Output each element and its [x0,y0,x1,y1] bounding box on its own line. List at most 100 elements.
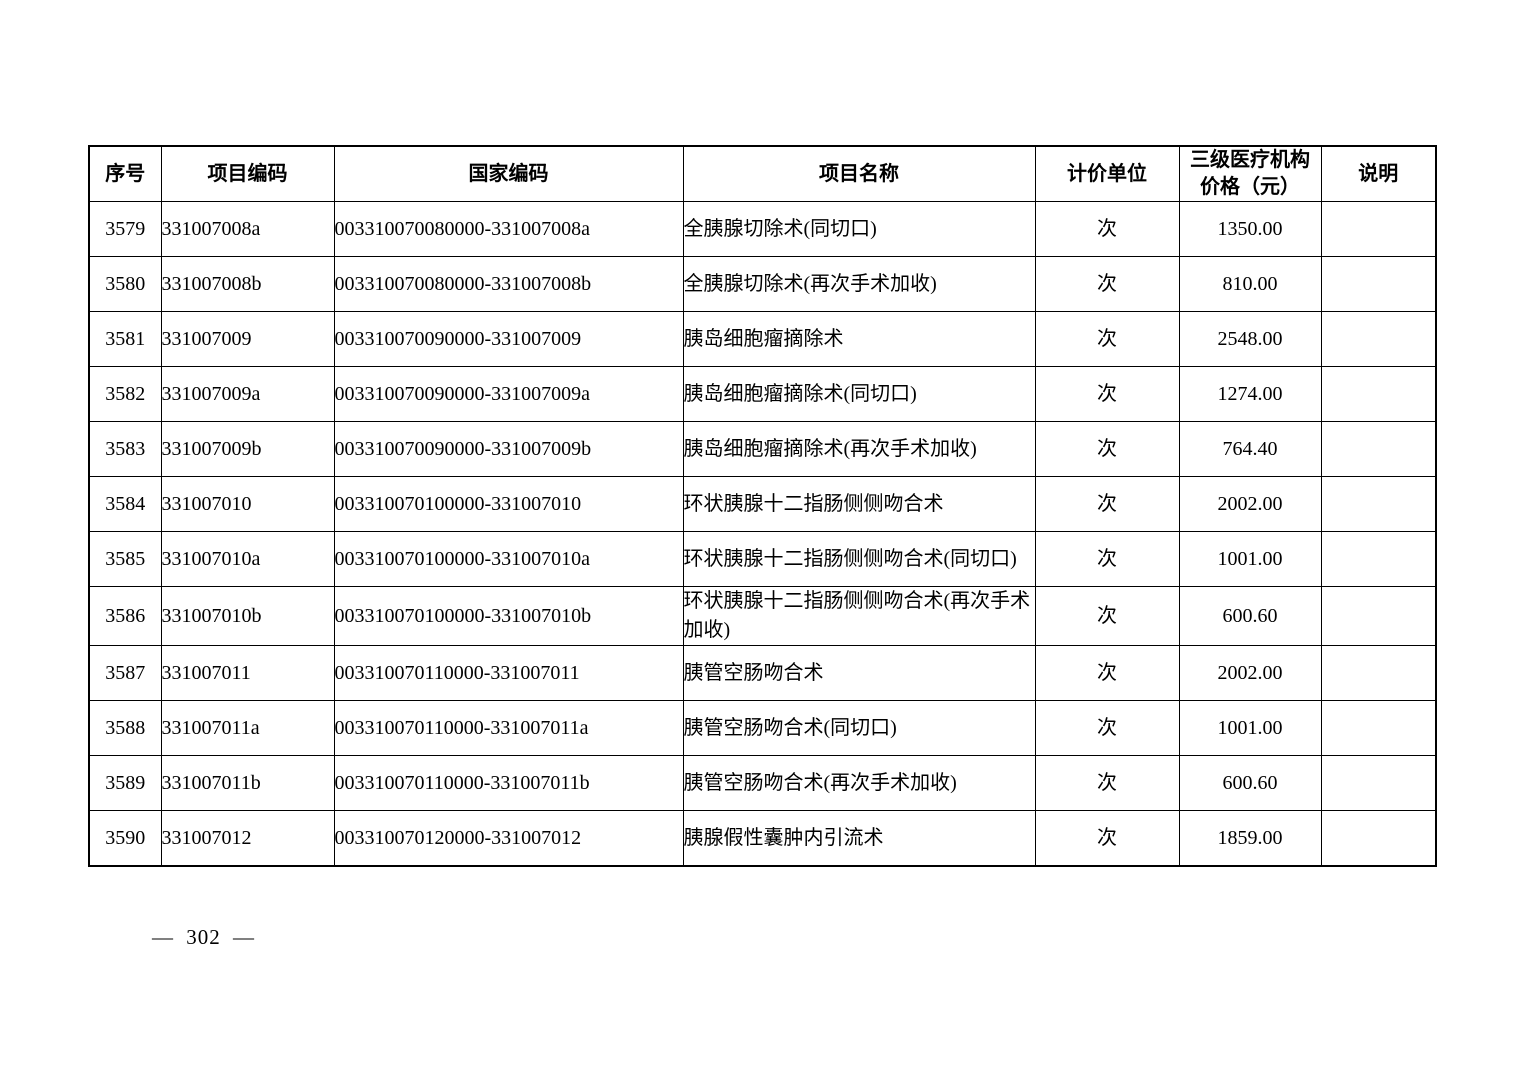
cell-unit: 次 [1034,700,1180,756]
table-row: 3589 331007011b 003310070110000-33100701… [88,755,1437,811]
cell-national-code: 003310070090000-331007009 [333,311,684,367]
cell-unit: 次 [1034,366,1180,422]
cell-national-code: 003310070110000-331007011 [333,645,684,701]
header-note: 说明 [1320,145,1437,202]
cell-national-code: 003310070100000-331007010b [333,586,684,646]
cell-note [1320,421,1437,477]
cell-price: 2002.00 [1178,476,1322,532]
table-row: 3584 331007010 003310070100000-331007010… [88,476,1437,532]
header-price: 三级医疗机构 价格（元） [1178,145,1322,202]
cell-project-code: 331007009a [160,366,335,422]
header-row: 序号 项目编码 国家编码 项目名称 计价单位 三级医疗机构 价格（元） 说明 [88,145,1437,202]
cell-price: 1001.00 [1178,531,1322,587]
cell-serial: 3587 [88,645,162,701]
cell-project-name: 全胰腺切除术(同切口) [682,201,1036,257]
table-row: 3581 331007009 003310070090000-331007009… [88,311,1437,367]
cell-serial: 3589 [88,755,162,811]
cell-price: 1350.00 [1178,201,1322,257]
price-table: 序号 项目编码 国家编码 项目名称 计价单位 三级医疗机构 价格（元） 说明 3… [88,145,1437,867]
cell-project-name: 胰管空肠吻合术(同切口) [682,700,1036,756]
header-serial: 序号 [88,145,162,202]
cell-national-code: 003310070110000-331007011b [333,755,684,811]
table-body: 3579 331007008a 003310070080000-33100700… [88,201,1437,867]
table-row: 3588 331007011a 003310070110000-33100701… [88,700,1437,756]
cell-national-code: 003310070090000-331007009a [333,366,684,422]
cell-serial: 3582 [88,366,162,422]
table-row: 3583 331007009b 003310070090000-33100700… [88,421,1437,477]
cell-national-code: 003310070120000-331007012 [333,810,684,867]
cell-price: 600.60 [1178,755,1322,811]
cell-national-code: 003310070100000-331007010 [333,476,684,532]
cell-national-code: 003310070110000-331007011a [333,700,684,756]
cell-national-code: 003310070090000-331007009b [333,421,684,477]
cell-note [1320,586,1437,646]
cell-project-name: 全胰腺切除术(再次手术加收) [682,256,1036,312]
cell-project-name: 环状胰腺十二指肠侧侧吻合术(再次手术加收) [682,586,1036,646]
cell-serial: 3581 [88,311,162,367]
cell-unit: 次 [1034,421,1180,477]
table-row: 3582 331007009a 003310070090000-33100700… [88,366,1437,422]
header-national-code: 国家编码 [333,145,684,202]
cell-note [1320,810,1437,867]
table-row: 3585 331007010a 003310070100000-33100701… [88,531,1437,587]
cell-project-code: 331007010b [160,586,335,646]
cell-price: 1859.00 [1178,810,1322,867]
cell-project-code: 331007011b [160,755,335,811]
cell-serial: 3583 [88,421,162,477]
cell-project-code: 331007012 [160,810,335,867]
cell-unit: 次 [1034,645,1180,701]
table-row: 3579 331007008a 003310070080000-33100700… [88,201,1437,257]
cell-unit: 次 [1034,531,1180,587]
cell-serial: 3586 [88,586,162,646]
cell-note [1320,531,1437,587]
cell-national-code: 003310070080000-331007008b [333,256,684,312]
page-number: — 302 — [152,925,255,949]
cell-project-name: 胰管空肠吻合术 [682,645,1036,701]
cell-note [1320,256,1437,312]
table-header: 序号 项目编码 国家编码 项目名称 计价单位 三级医疗机构 价格（元） 说明 [88,145,1437,202]
cell-project-name: 胰管空肠吻合术(再次手术加收) [682,755,1036,811]
cell-note [1320,366,1437,422]
cell-price: 1274.00 [1178,366,1322,422]
header-price-line2: 价格（元） [1200,176,1300,198]
table-row: 3580 331007008b 003310070080000-33100700… [88,256,1437,312]
cell-serial: 3590 [88,810,162,867]
cell-note [1320,755,1437,811]
cell-price: 764.40 [1178,421,1322,477]
cell-national-code: 003310070080000-331007008a [333,201,684,257]
cell-serial: 3585 [88,531,162,587]
cell-unit: 次 [1034,256,1180,312]
table-row: 3586 331007010b 003310070100000-33100701… [88,586,1437,646]
cell-serial: 3584 [88,476,162,532]
cell-project-code: 331007010a [160,531,335,587]
cell-project-code: 331007011a [160,700,335,756]
cell-unit: 次 [1034,311,1180,367]
cell-price: 600.60 [1178,586,1322,646]
cell-note [1320,700,1437,756]
cell-project-code: 331007011 [160,645,335,701]
cell-project-code: 331007008a [160,201,335,257]
cell-price: 2548.00 [1178,311,1322,367]
header-unit: 计价单位 [1034,145,1180,202]
cell-note [1320,201,1437,257]
cell-serial: 3579 [88,201,162,257]
cell-note [1320,311,1437,367]
cell-price: 1001.00 [1178,700,1322,756]
cell-project-name: 胰岛细胞瘤摘除术 [682,311,1036,367]
cell-national-code: 003310070100000-331007010a [333,531,684,587]
cell-price: 810.00 [1178,256,1322,312]
cell-unit: 次 [1034,586,1180,646]
cell-price: 2002.00 [1178,645,1322,701]
table-row: 3587 331007011 003310070110000-331007011… [88,645,1437,701]
cell-note [1320,645,1437,701]
cell-note [1320,476,1437,532]
cell-project-name: 胰腺假性囊肿内引流术 [682,810,1036,867]
cell-unit: 次 [1034,755,1180,811]
cell-unit: 次 [1034,476,1180,532]
cell-project-code: 331007009 [160,311,335,367]
cell-project-code: 331007008b [160,256,335,312]
table-row: 3590 331007012 003310070120000-331007012… [88,810,1437,867]
cell-project-name: 胰岛细胞瘤摘除术(再次手术加收) [682,421,1036,477]
cell-unit: 次 [1034,201,1180,257]
cell-serial: 3580 [88,256,162,312]
